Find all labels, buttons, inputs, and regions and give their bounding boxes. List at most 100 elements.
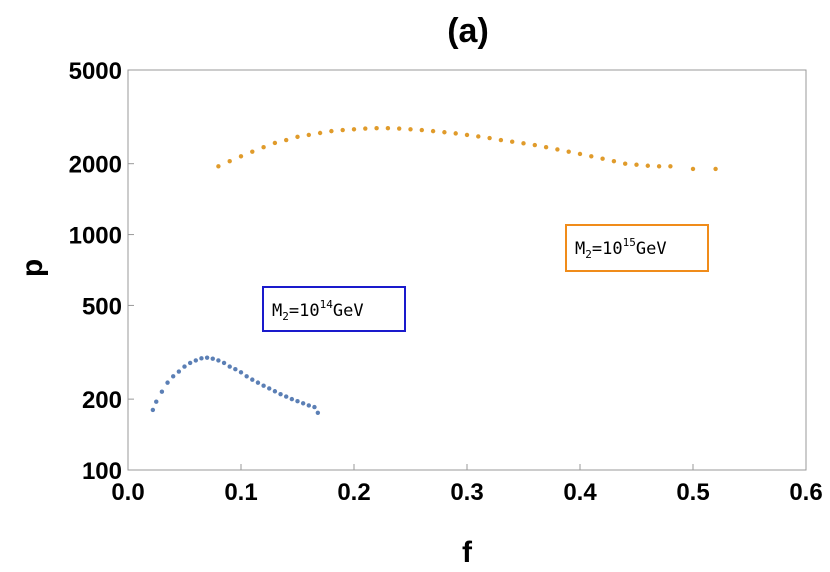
scatter-point-series-1 bbox=[295, 398, 300, 404]
scatter-point-series-2 bbox=[340, 127, 345, 133]
scatter-point-series-2 bbox=[430, 128, 436, 134]
scatter-point-series-2 bbox=[656, 164, 662, 169]
y-tick-label: 1000 bbox=[69, 223, 122, 250]
y-axis-label: p bbox=[16, 259, 49, 277]
scatter-point-series-2 bbox=[250, 149, 255, 154]
scatter-point-series-1 bbox=[227, 364, 232, 369]
scatter-point-series-2 bbox=[577, 151, 583, 157]
scatter-points bbox=[150, 125, 718, 415]
scatter-point-series-1 bbox=[193, 358, 198, 363]
scatter-point-series-1 bbox=[255, 380, 261, 385]
scatter-point-series-1 bbox=[289, 396, 295, 402]
scatter-point-series-1 bbox=[315, 410, 321, 415]
scatter-point-series-1 bbox=[182, 364, 187, 369]
scatter-point-series-2 bbox=[317, 130, 323, 136]
legend-2-sup: 15 bbox=[623, 236, 636, 249]
scatter-point-series-2 bbox=[713, 166, 718, 172]
scatter-point-series-2 bbox=[532, 142, 537, 148]
scatter-point-series-2 bbox=[216, 164, 221, 169]
scatter-point-series-1 bbox=[187, 360, 193, 366]
scatter-point-series-2 bbox=[521, 141, 526, 146]
scatter-point-series-2 bbox=[295, 134, 300, 140]
scatter-point-series-2 bbox=[419, 127, 424, 133]
scatter-point-series-2 bbox=[510, 139, 515, 144]
scatter-point-series-2 bbox=[408, 127, 413, 132]
scatter-point-series-2 bbox=[645, 163, 650, 168]
legend-1-sup: 14 bbox=[320, 298, 334, 311]
y-tick-label: 5000 bbox=[69, 58, 122, 85]
scatter-point-series-2 bbox=[464, 132, 470, 138]
y-tick-label: 2000 bbox=[69, 152, 122, 179]
legend-1-sub: 2 bbox=[282, 310, 289, 323]
x-tick-label: 0.1 bbox=[224, 479, 257, 506]
scatter-point-series-2 bbox=[442, 130, 447, 135]
x-tick-label: 0.6 bbox=[789, 479, 822, 506]
scatter-point-series-2 bbox=[272, 140, 278, 146]
scatter-point-series-2 bbox=[555, 147, 560, 152]
scatter-point-series-1 bbox=[278, 391, 283, 397]
scatter-point-series-2 bbox=[284, 137, 289, 143]
scatter-point-series-1 bbox=[284, 394, 289, 399]
scatter-point-series-1 bbox=[238, 370, 244, 375]
scatter-point-series-1 bbox=[250, 377, 255, 382]
scatter-point-series-1 bbox=[204, 355, 210, 360]
scatter-point-series-2 bbox=[227, 158, 232, 164]
y-tick-label: 100 bbox=[82, 458, 122, 485]
scatter-point-series-2 bbox=[261, 145, 266, 150]
scatter-point-series-1 bbox=[216, 358, 221, 363]
svg-text:M2=1015GeV: M2=1015GeV bbox=[575, 236, 667, 261]
scatter-point-series-2 bbox=[385, 125, 391, 131]
scatter-point-series-2 bbox=[306, 132, 311, 138]
x-tick-label: 0.4 bbox=[563, 479, 597, 506]
scatter-point-series-2 bbox=[566, 149, 571, 154]
scatter-point-series-1 bbox=[199, 356, 204, 361]
scatter-point-series-1 bbox=[165, 380, 170, 385]
svg-text:M2=1014GeV: M2=1014GeV bbox=[272, 298, 364, 323]
legend-1-unit: GeV bbox=[333, 301, 364, 321]
scatter-point-series-2 bbox=[329, 128, 334, 134]
scatter-point-series-1 bbox=[272, 389, 278, 394]
scatter-point-series-1 bbox=[300, 401, 306, 406]
scatter-point-series-2 bbox=[363, 126, 368, 131]
scatter-point-series-2 bbox=[374, 125, 379, 131]
scatter-point-series-2 bbox=[611, 158, 617, 164]
legend-box-series-2: M2=1015GeV bbox=[565, 224, 709, 272]
scatter-point-series-1 bbox=[261, 383, 266, 388]
scatter-point-series-1 bbox=[233, 367, 238, 372]
scatter-point-series-1 bbox=[306, 403, 311, 408]
x-tick-label: 0.5 bbox=[676, 479, 709, 506]
scatter-point-series-1 bbox=[171, 374, 176, 379]
legend-2-main: M bbox=[575, 239, 585, 259]
scatter-point-series-1 bbox=[159, 389, 165, 394]
x-tick-label: 0.2 bbox=[337, 479, 370, 506]
chart-title: (a) bbox=[447, 12, 489, 50]
scatter-point-series-1 bbox=[244, 374, 249, 379]
legend-box-series-1: M2=1014GeV bbox=[262, 286, 406, 332]
scatter-point-series-2 bbox=[351, 127, 357, 132]
y-tick-label: 500 bbox=[82, 293, 122, 320]
legend-2-eq: =10 bbox=[592, 239, 623, 259]
x-axis-label: f bbox=[462, 536, 473, 569]
scatter-point-series-2 bbox=[487, 135, 492, 141]
scatter-point-series-1 bbox=[221, 360, 227, 366]
scatter-point-series-2 bbox=[543, 145, 549, 150]
scatter-point-series-2 bbox=[238, 154, 244, 159]
scatter-point-series-2 bbox=[498, 137, 504, 143]
scatter-point-series-1 bbox=[150, 407, 156, 413]
scatter-point-series-1 bbox=[312, 404, 317, 410]
legend-1-eq: =10 bbox=[289, 301, 320, 321]
y-axis-ticks: 100 200 500 1000 2000 5000 bbox=[69, 58, 134, 485]
y-tick-label: 200 bbox=[82, 387, 122, 414]
scatter-point-series-1 bbox=[154, 399, 159, 404]
scatter-point-series-2 bbox=[623, 161, 628, 166]
x-axis-ticks: 0.0 0.1 0.2 0.3 0.4 0.5 0.6 bbox=[111, 464, 823, 506]
scatter-point-series-2 bbox=[589, 154, 594, 159]
x-tick-label: 0.3 bbox=[450, 479, 483, 506]
scatter-point-series-1 bbox=[176, 369, 182, 374]
scatter-point-series-2 bbox=[600, 156, 605, 161]
scatter-point-series-2 bbox=[634, 162, 639, 167]
scatter-point-series-2 bbox=[476, 134, 481, 139]
legend-2-unit: GeV bbox=[636, 239, 667, 259]
scatter-point-series-2 bbox=[690, 166, 696, 172]
